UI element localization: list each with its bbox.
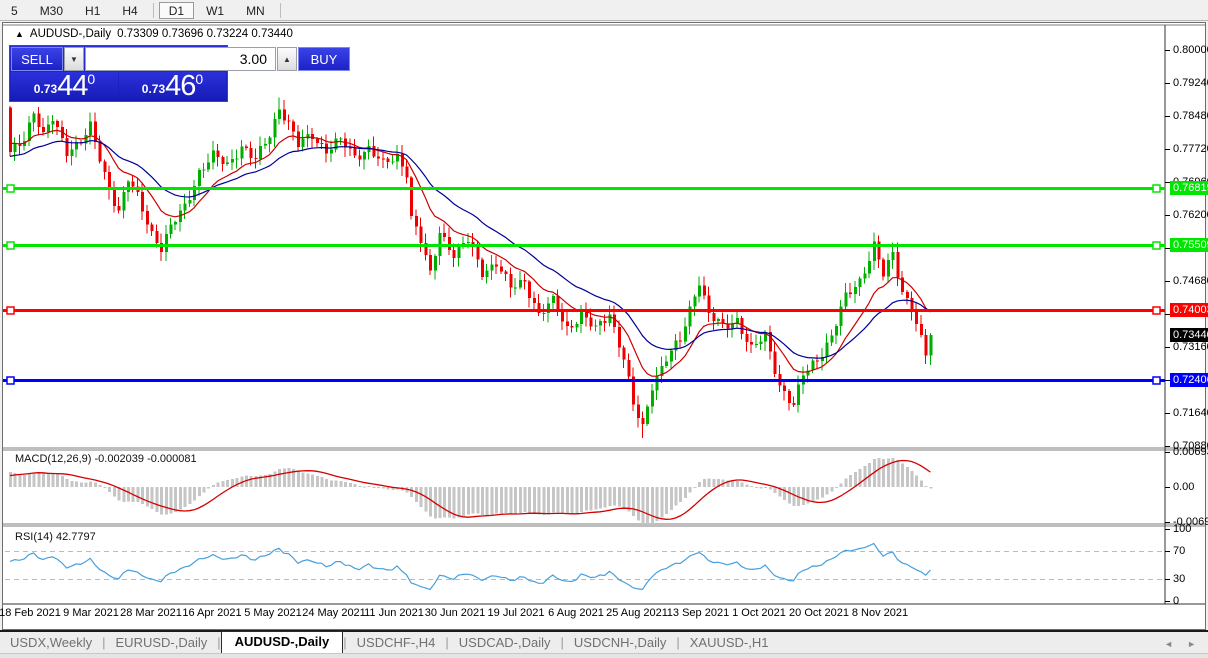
chart-window[interactable]: ▲ AUDUSD-,Daily 0.73309 0.73696 0.73224 …	[0, 22, 1208, 630]
axis-ticks	[1165, 50, 1170, 602]
toolbar-separator	[152, 2, 154, 18]
macd-signal-line	[9, 459, 931, 520]
rsi-axis-label: 0	[1173, 595, 1180, 607]
rsi-line	[9, 542, 931, 591]
time-axis-label: 25 Aug 2021	[606, 607, 668, 619]
tab-audusd-daily[interactable]: AUDUSD-,Daily	[220, 631, 344, 653]
timeframe-button-w1[interactable]: W1	[206, 3, 225, 18]
time-axis-label: 5 May 2021	[244, 607, 302, 619]
tab-usdchf-h4[interactable]: USDCHF-,H4	[356, 635, 436, 650]
time-axis-label: 9 Mar 2021	[63, 607, 119, 619]
time-axis-label: 24 May 2021	[302, 607, 366, 619]
volume-increase-button[interactable]: ▲	[277, 47, 297, 71]
chart-canvas[interactable]	[3, 23, 1205, 629]
tab-scroll-right-icon[interactable]: ►	[1187, 639, 1196, 649]
rsi-axis-label: 30	[1173, 573, 1186, 585]
price-level-line-0.74003[interactable]	[3, 306, 1165, 315]
tab-separator: |	[217, 635, 221, 650]
timeframe-button-h4[interactable]: H4	[122, 3, 138, 18]
chart-ohlc-values: 0.73309 0.73696 0.73224 0.73440	[117, 28, 293, 40]
time-axis-label: 6 Aug 2021	[548, 607, 604, 619]
chevron-down-icon: ▼	[70, 54, 78, 64]
macd-axis-label: 0.006936	[1173, 446, 1208, 458]
tab-xauusd-h1[interactable]: XAUUSD-,H1	[689, 635, 769, 650]
timeframe-button-h1[interactable]: H1	[85, 3, 101, 18]
bottom-strip	[0, 653, 1208, 658]
time-axis-label: 8 Nov 2021	[851, 607, 909, 619]
pane-borders	[3, 24, 1205, 605]
tab-separator: |	[676, 635, 680, 650]
price-level-line-0.75509[interactable]	[3, 241, 1165, 250]
tab-usdcad-daily[interactable]: USDCAD-,Daily	[458, 635, 551, 650]
sell-price-display[interactable]: 0.73 44 0	[11, 72, 118, 101]
volume-decrease-button[interactable]: ▼	[64, 47, 84, 71]
price-level-line-0.76819[interactable]	[3, 184, 1165, 193]
timeframe-button-5[interactable]: 5	[11, 3, 18, 18]
tab-scroll-left-icon[interactable]: ◄	[1164, 639, 1174, 649]
tab-separator: |	[445, 635, 449, 650]
ma-slow-line[interactable]	[9, 140, 931, 359]
macd-histogram	[9, 457, 933, 524]
tab-separator: |	[343, 635, 347, 650]
timeframe-button-mn[interactable]: MN	[246, 3, 265, 18]
chart-symbol-title: AUDUSD-,Daily	[29, 28, 112, 40]
price-level-badge: 0.75509	[1170, 238, 1208, 252]
current-price-badge: 0.73440	[1170, 328, 1208, 342]
chevron-up-icon: ▲	[283, 54, 291, 64]
tab-usdx-weekly[interactable]: USDX,Weekly	[10, 635, 93, 650]
time-axis-label: 16 Apr 2021	[182, 607, 242, 619]
sell-button[interactable]: SELL	[11, 47, 63, 71]
timeframe-button-m30[interactable]: M30	[39, 3, 64, 18]
time-axis-label: 13 Sep 2021	[666, 607, 730, 619]
time-axis-label: 1 Oct 2021	[732, 607, 786, 619]
chart-tab-bar: USDX,Weekly | EURUSD-,Daily | AUDUSD-,Daily |…	[0, 631, 1208, 653]
tab-usdcnh-daily[interactable]: USDCNH-,Daily	[573, 635, 667, 650]
macd-axis-label: 0.00	[1173, 481, 1195, 493]
timeframe-toolbar: 5 M30 H1 H4 D1 W1 MN	[0, 0, 1208, 21]
rsi-axis-label: 100	[1173, 523, 1192, 535]
ma-fast-line[interactable]	[9, 129, 931, 377]
candlestick-layer[interactable]	[9, 97, 933, 439]
tab-separator: |	[560, 635, 564, 650]
buy-price-display[interactable]: 0.73 46 0	[119, 72, 226, 101]
rsi-indicator-label: RSI(14) 42.7797	[15, 531, 96, 543]
tab-nav: ◄ ►	[1164, 639, 1208, 653]
collapse-trade-panel-icon[interactable]: ▲	[15, 29, 24, 39]
rsi-axis-label: 70	[1173, 545, 1186, 557]
buy-button[interactable]: BUY	[298, 47, 350, 71]
macd-indicator-label: MACD(12,26,9) -0.002039 -0.000081	[15, 453, 197, 465]
time-axis-label: 28 Mar 2021	[120, 607, 182, 619]
time-axis-label: 30 Jun 2021	[424, 607, 486, 619]
price-level-line-0.72406[interactable]	[3, 376, 1165, 385]
tab-separator: |	[102, 635, 106, 650]
time-axis-label: 19 Jul 2021	[487, 607, 545, 619]
toolbar-separator	[279, 2, 281, 18]
price-level-badge: 0.72406	[1170, 373, 1208, 387]
price-level-badge: 0.76819	[1170, 181, 1208, 195]
window-bottom-edge	[0, 630, 1208, 632]
tab-eurusd-daily[interactable]: EURUSD-,Daily	[115, 635, 208, 650]
time-axis-label: 20 Oct 2021	[789, 607, 849, 619]
time-axis-label: 11 Jun 2021	[364, 607, 424, 619]
time-axis-label: 18 Feb 2021	[0, 607, 61, 619]
price-level-badge: 0.74003	[1170, 303, 1208, 317]
macd-axis-label: -0.006991	[1173, 516, 1208, 528]
volume-input[interactable]	[85, 47, 276, 71]
timeframe-button-d1[interactable]: D1	[158, 1, 195, 19]
chart-header: ▲ AUDUSD-,Daily 0.73309 0.73696 0.73224 …	[15, 28, 293, 40]
